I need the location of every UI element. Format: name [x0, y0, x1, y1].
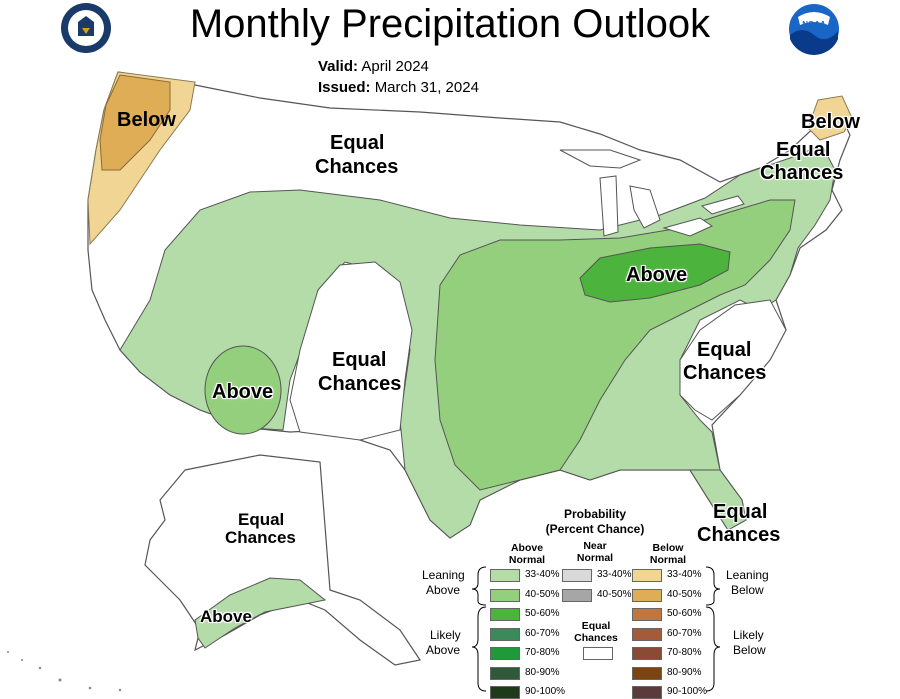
- issued-line: Issued: March 31, 2024: [318, 79, 479, 96]
- label-se-equal-2: Chances: [683, 362, 767, 384]
- legend-above-range-label: 40-50%: [525, 588, 560, 600]
- plains-equal-region: [289, 261, 413, 441]
- legend-below-range-label: 33-40%: [667, 569, 702, 580]
- ohio-above-region: [579, 243, 731, 303]
- legend-above-range-label: 33-40%: [525, 569, 560, 580]
- legend-below-range-label: 40-50%: [667, 588, 702, 600]
- fl-region: [689, 469, 747, 531]
- legend-above-swatch: [490, 569, 520, 582]
- legend-below-range-label: 60-70%: [667, 627, 702, 639]
- legend-below-head-1: Below: [652, 542, 684, 554]
- legend-below-swatch: [632, 569, 662, 582]
- valid-label: Valid:: [318, 58, 359, 75]
- legend-near-head-1: Near: [583, 540, 607, 552]
- legend-below-head-2: Normal: [649, 554, 687, 566]
- page-title: Monthly Precipitation Outlook: [189, 2, 711, 46]
- legend-below-swatch: [632, 666, 662, 680]
- nw-below-dark: [99, 74, 171, 171]
- alaska-above-region: [194, 577, 327, 649]
- legend-below-range-label: 50-60%: [667, 608, 702, 619]
- legend-near-head-2: Normal: [576, 552, 614, 564]
- legend-leaning-below-1: Leaning: [726, 568, 769, 582]
- issued-label: Issued:: [318, 79, 371, 96]
- legend-leaning-above-1: Leaning: [422, 568, 465, 582]
- aleutian-islands: [7, 651, 122, 692]
- label-plains-equal-2: Chances: [318, 373, 402, 395]
- label-ak-equal-2: Chances: [225, 528, 296, 547]
- legend-below-swatch: [632, 686, 662, 699]
- legend-above-swatch: [490, 686, 520, 699]
- legend-near-range-label: 40-50%: [597, 588, 632, 600]
- legend-leaning-below-2: Below: [731, 583, 764, 597]
- legend-near-swatch: [562, 569, 592, 582]
- legend-above-range-label: 50-60%: [525, 608, 560, 619]
- se-equal-region: [679, 299, 787, 421]
- legend-likely-above-1: Likely: [430, 628, 461, 642]
- doc-seal-icon: [61, 3, 111, 53]
- legend-likely-below-2: Below: [733, 643, 766, 657]
- great-lakes: [559, 149, 745, 237]
- ne-below: [807, 95, 853, 141]
- legend-likely-below-1: Likely: [733, 628, 764, 642]
- legend-below-swatch: [632, 627, 662, 641]
- legend-likely-above-2: Above: [426, 643, 461, 657]
- legend-near-swatch: [562, 588, 592, 602]
- issued-value: March 31, 2024: [374, 79, 479, 96]
- label-ne-below: Below: [801, 111, 860, 133]
- label-fl-equal-2: Chances: [697, 524, 781, 546]
- label-ne-equal-1: Equal: [776, 139, 831, 161]
- noaa-logo-text: NOAA: [802, 20, 826, 29]
- label-plains-equal-1: Equal: [332, 349, 387, 371]
- label-nw-below: Below: [117, 109, 176, 131]
- legend-equal-1: Equal: [581, 620, 611, 632]
- legend-below-range-label: 70-80%: [667, 647, 702, 658]
- legend-above-range-label: 90-100%: [525, 686, 566, 697]
- legend-equal-2: Chances: [574, 632, 618, 644]
- label-se-equal-1: Equal: [697, 339, 752, 361]
- legend-above-range-label: 70-80%: [525, 647, 560, 658]
- legend-title-2: (Percent Chance): [545, 522, 645, 536]
- legend-above-range-label: 60-70%: [525, 627, 560, 639]
- label-fl-equal-1: Equal: [713, 501, 768, 523]
- legend-above-range-label: 80-90%: [525, 666, 560, 678]
- legend-above-swatch: [490, 647, 520, 660]
- legend-above-swatch: [490, 588, 520, 602]
- valid-value: April 2024: [361, 58, 429, 75]
- legend-equal-swatch: [583, 647, 613, 660]
- label-north-equal-2: Chances: [315, 156, 399, 178]
- legend-below-swatch: [632, 647, 662, 660]
- label-ak-equal-1: Equal: [238, 510, 285, 529]
- label-ne-equal-2: Chances: [760, 162, 844, 184]
- legend-leaning-above-2: Above: [426, 583, 461, 597]
- legend-brace-right: [705, 566, 721, 692]
- legend-above-head-1: Above: [510, 542, 544, 554]
- valid-line: Valid: April 2024: [318, 58, 429, 75]
- alaska-outline: [144, 454, 421, 666]
- legend-below-swatch: [632, 608, 662, 621]
- legend-brace-left: [471, 566, 487, 692]
- noaa-logo-icon: NOAA: [789, 4, 839, 55]
- label-ohio-above: Above: [626, 264, 688, 286]
- legend-below-range-label: 90-100%: [667, 686, 708, 697]
- legend-below-range-label: 80-90%: [667, 666, 702, 678]
- legend-title-1: Probability: [563, 507, 626, 521]
- legend-below-swatch: [632, 588, 662, 602]
- legend-above-swatch: [490, 627, 520, 641]
- legend-near-range-label: 33-40%: [597, 569, 632, 580]
- legend-above-swatch: [490, 666, 520, 680]
- label-north-equal-1: Equal: [330, 132, 385, 154]
- label-sw-above: Above: [212, 381, 274, 403]
- label-ak-above: Above: [200, 607, 252, 626]
- legend-above-head-2: Normal: [508, 554, 546, 566]
- sw-above-region: [204, 345, 282, 435]
- legend-above-swatch: [490, 608, 520, 621]
